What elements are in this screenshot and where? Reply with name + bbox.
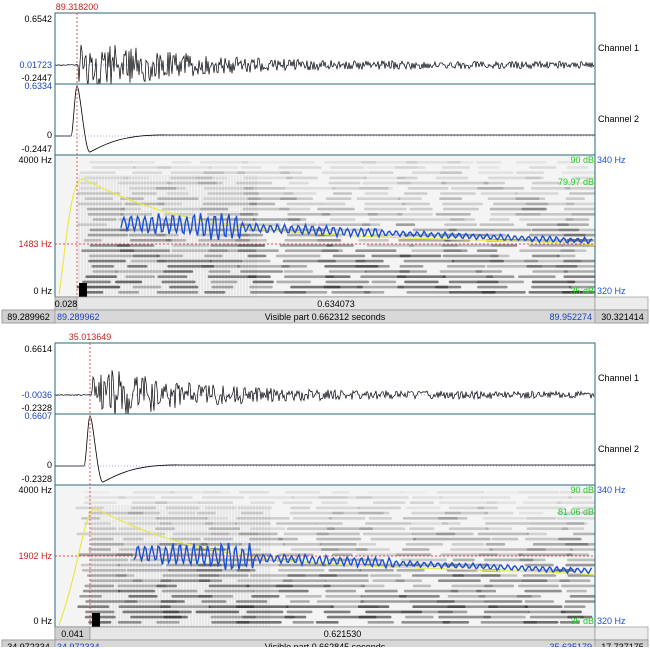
channel-1-cursor-value: -0.0036 — [21, 390, 52, 400]
channel-2-signal — [55, 85, 595, 153]
cursor-time-label: 35.013649 — [69, 332, 112, 342]
db-max-label: 90 dB — [570, 155, 594, 165]
freq-min-label: 0 Hz — [33, 616, 52, 626]
freq-cursor-label: 1483 Hz — [18, 239, 52, 249]
window-end-cell[interactable] — [594, 309, 649, 324]
freq-cursor-label: 1902 Hz — [18, 551, 52, 561]
spectrogram[interactable] — [54, 154, 596, 298]
channel-1-waveform[interactable] — [54, 342, 596, 415]
channel-2-max-label: 0.6607 — [24, 411, 52, 421]
selection-bar-end — [594, 626, 649, 641]
selection-bar-end — [594, 296, 649, 311]
channel-2-zero-label: 0 — [47, 130, 52, 140]
db-cursor-value: 79.97 dB — [558, 177, 594, 187]
visible-end-time: 35.635179 — [549, 642, 592, 647]
channel-1-min-label: -0.2328 — [21, 403, 52, 413]
channel-1-max-label: 0.6614 — [24, 344, 52, 354]
pitch-contour — [133, 541, 593, 575]
pitch-max-label: 340 Hz — [597, 485, 626, 495]
channel-2-label: Channel 2 — [598, 114, 639, 124]
visible-start-time: 89.289962 — [57, 312, 100, 322]
selection-right-duration: 0.621530 — [324, 629, 362, 639]
channel-2-min-label: -0.2447 — [21, 144, 52, 154]
pitch-min-label: 320 Hz — [597, 286, 626, 296]
db-min-label: 35 dB — [570, 286, 594, 296]
freq-min-label: 0 Hz — [33, 286, 52, 296]
visible-part-label: Visible part 0.662312 seconds — [265, 312, 386, 322]
channel-1-cursor-value: 0.01723 — [19, 60, 52, 70]
channel-1-label: Channel 1 — [598, 373, 639, 383]
channel-1-waveform[interactable] — [54, 12, 596, 85]
channel-2-max-label: 0.6334 — [24, 81, 52, 91]
visible-start-time: 34.972334 — [57, 642, 100, 647]
channel-2-zero-label: 0 — [47, 460, 52, 470]
channel-2-signal — [55, 415, 595, 483]
cursor-time-label: 89.318200 — [56, 2, 99, 12]
channel-2-min-label: -0.2328 — [21, 474, 52, 484]
db-min-label: 35 dB — [570, 616, 594, 626]
channel-2-waveform[interactable] — [54, 83, 596, 156]
panel-separator — [0, 325, 650, 329]
channel-2-waveform[interactable] — [54, 413, 596, 486]
channel-1-signal — [54, 44, 595, 87]
editor-panel-2: 35.013649 0.6614 -0.0036 -0.2328 Channel 1 0.… — [1, 332, 649, 649]
freq-max-label: 4000 Hz — [18, 485, 52, 495]
freq-max-label: 4000 Hz — [18, 155, 52, 165]
channel-2-label: Channel 2 — [598, 444, 639, 454]
selection-left-duration: 0.041 — [61, 629, 84, 639]
db-max-label: 90 dB — [570, 485, 594, 495]
channel-1-label: Channel 1 — [598, 43, 639, 53]
window-start-time: 89.289962 — [7, 312, 50, 322]
selection-right-duration: 0.634073 — [317, 299, 355, 309]
window-start-time: 34.972334 — [7, 642, 50, 647]
window-end-time: 17.737175 — [601, 642, 644, 647]
pitch-contour — [120, 213, 593, 244]
channel-1-max-label: 0.6542 — [24, 14, 52, 24]
channel-1-min-label: -0.2447 — [21, 73, 52, 83]
visible-end-time: 89.952274 — [549, 312, 592, 322]
spectrogram-onset-burst — [79, 283, 87, 297]
db-cursor-value: 81.06 dB — [558, 507, 594, 517]
selection-left-duration: 0.028 — [55, 299, 78, 309]
channel-1-signal — [54, 370, 595, 418]
spectrogram-onset-burst — [92, 613, 100, 627]
pitch-max-label: 340 Hz — [597, 155, 626, 165]
intensity-contour — [58, 508, 596, 626]
editor-panel-1: 89.318200 0.6542 0.01723 -0.2447 Channel 1 0.… — [1, 2, 649, 324]
pitch-min-label: 320 Hz — [597, 616, 626, 626]
spectrogram-texture — [75, 491, 595, 627]
window-end-time: 30.321414 — [601, 312, 644, 322]
window-start-cell[interactable] — [1, 309, 56, 324]
visible-part-label: Visible part 0.662845 seconds — [265, 642, 386, 647]
